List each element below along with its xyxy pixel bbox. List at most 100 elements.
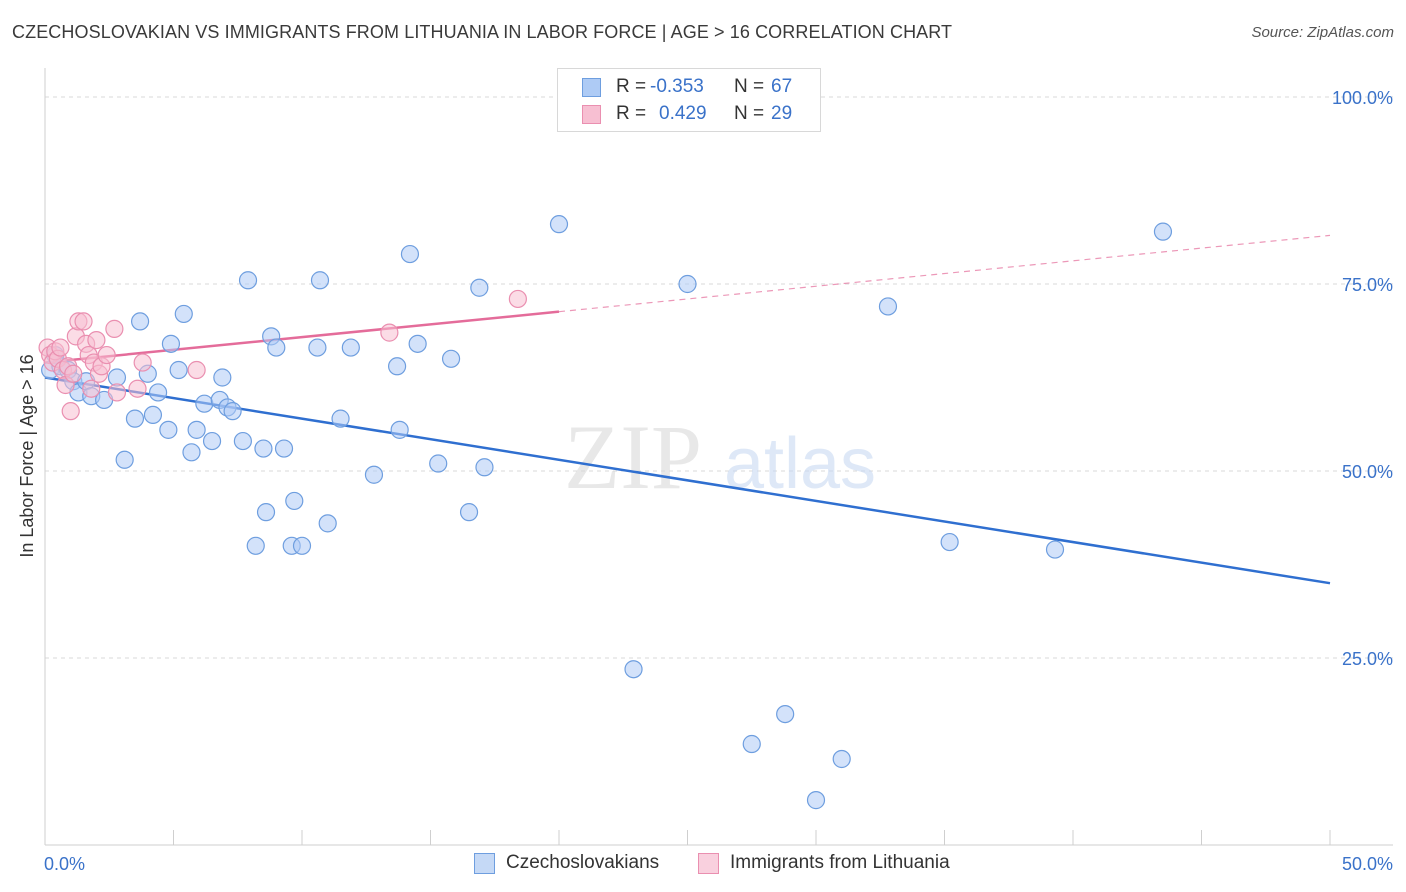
x-tick-label: 50.0% <box>1342 854 1393 874</box>
point-czechoslovakians <box>459 503 479 522</box>
r-label: R = <box>616 103 647 124</box>
y-axis-label: In Labor Force | Age > 16 <box>17 354 37 557</box>
point-czechoslovakians <box>202 431 222 451</box>
point-lithuania <box>107 383 127 402</box>
n-value: 67 <box>771 76 793 97</box>
point-lithuania <box>380 323 399 342</box>
point-lithuania <box>187 360 206 380</box>
point-czechoslovakians <box>624 660 643 679</box>
point-czechoslovakians <box>387 357 407 376</box>
point-czechoslovakians <box>400 244 420 264</box>
point-czechoslovakians <box>310 271 330 290</box>
series-legend: Czechoslovakians Immigrants from Lithuan… <box>0 852 1406 878</box>
point-czechoslovakians <box>742 734 761 754</box>
point-czechoslovakians <box>776 704 795 724</box>
tick-labels: 25.0% 50.0% 75.0% 100.0% 0.0% 50.0% <box>44 88 1393 874</box>
y-tick-label: 75.0% <box>1342 275 1393 295</box>
y-tick-label: 50.0% <box>1342 462 1393 482</box>
point-lithuania <box>133 353 152 372</box>
trend-line-solid <box>44 310 560 364</box>
point-lithuania <box>97 345 116 365</box>
r-value: 0.429 <box>659 103 707 124</box>
point-lithuania <box>87 331 106 350</box>
trend-line-dashed <box>558 234 1331 313</box>
point-czechoslovakians <box>125 409 145 428</box>
point-lithuania <box>51 338 70 357</box>
data-points <box>38 215 1173 810</box>
point-czechoslovakians <box>308 338 327 357</box>
source-credit: Source: ZipAtlas.com <box>1251 24 1394 41</box>
point-czechoslovakians <box>470 278 489 297</box>
point-czechoslovakians <box>130 312 150 331</box>
point-czechoslovakians <box>364 465 384 484</box>
point-czechoslovakians <box>159 420 178 439</box>
point-czechoslovakians <box>148 383 168 402</box>
trend-line-solid <box>44 376 1331 585</box>
legend-swatch-blue <box>582 78 601 97</box>
point-czechoslovakians <box>161 334 181 353</box>
legend-swatch-pink <box>582 105 601 124</box>
point-czechoslovakians <box>169 360 188 380</box>
legend-label: Czechoslovakians <box>506 852 660 873</box>
legend-row-czechoslovakians: R = -0.353 N = 67 <box>558 73 820 101</box>
n-label: N = <box>734 76 765 97</box>
point-lithuania <box>508 289 527 309</box>
point-lithuania <box>61 402 80 421</box>
r-label: R = <box>616 76 647 97</box>
trend-lines <box>44 234 1331 585</box>
correlation-legend: R = -0.353 N = 67 R = 0.429 N = 29 <box>557 68 821 132</box>
point-czechoslovakians <box>940 532 959 552</box>
point-czechoslovakians <box>292 536 312 555</box>
point-czechoslovakians <box>441 349 461 368</box>
n-value: 29 <box>771 103 793 124</box>
point-czechoslovakians <box>678 274 697 294</box>
legend-swatch-blue <box>474 853 495 874</box>
point-czechoslovakians <box>806 791 826 810</box>
point-czechoslovakians <box>213 368 232 387</box>
point-czechoslovakians <box>1045 540 1065 559</box>
point-czechoslovakians <box>256 503 276 522</box>
point-czechoslovakians <box>223 402 242 421</box>
point-lithuania <box>128 379 147 398</box>
point-czechoslovakians <box>174 304 193 324</box>
point-czechoslovakians <box>1153 222 1173 241</box>
y-tick-label: 100.0% <box>1332 88 1393 108</box>
point-lithuania <box>82 379 101 398</box>
watermark: ZIP atlas <box>564 406 876 508</box>
legend-swatch-pink <box>698 853 719 874</box>
point-czechoslovakians <box>233 431 252 451</box>
point-czechoslovakians <box>429 454 448 473</box>
watermark-atlas: atlas <box>724 424 876 504</box>
grid-lines <box>45 96 1393 659</box>
chart-title: CZECHOSLOVAKIAN VS IMMIGRANTS FROM LITHU… <box>12 22 953 42</box>
point-czechoslovakians <box>238 271 258 290</box>
point-czechoslovakians <box>182 443 201 462</box>
point-czechoslovakians <box>115 450 134 469</box>
point-lithuania <box>64 364 83 383</box>
x-tick-label: 0.0% <box>44 854 85 874</box>
point-czechoslovakians <box>187 420 206 439</box>
point-czechoslovakians <box>549 215 569 234</box>
point-czechoslovakians <box>195 394 214 413</box>
legend-row-lithuania: R = 0.429 N = 29 <box>558 100 820 128</box>
point-czechoslovakians <box>274 439 294 458</box>
point-czechoslovakians <box>408 334 427 353</box>
n-label: N = <box>734 103 765 124</box>
y-tick-label: 25.0% <box>1342 649 1393 669</box>
point-czechoslovakians <box>285 491 304 511</box>
point-czechoslovakians <box>390 420 409 439</box>
point-lithuania <box>105 319 124 338</box>
point-czechoslovakians <box>878 297 898 316</box>
point-czechoslovakians <box>246 536 265 555</box>
point-czechoslovakians <box>267 338 286 357</box>
point-czechoslovakians <box>254 439 273 458</box>
point-lithuania <box>74 312 93 331</box>
r-value: -0.353 <box>650 76 704 97</box>
point-czechoslovakians <box>331 409 350 428</box>
legend-label: Immigrants from Lithuania <box>730 852 950 873</box>
watermark-zip: ZIP <box>564 406 702 508</box>
point-czechoslovakians <box>318 514 337 533</box>
point-czechoslovakians <box>832 749 851 769</box>
point-czechoslovakians <box>341 338 360 357</box>
